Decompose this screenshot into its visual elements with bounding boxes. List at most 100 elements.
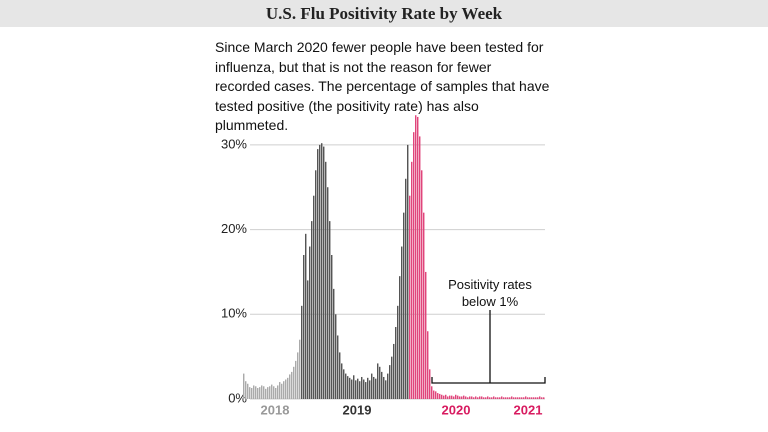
bar: [365, 382, 367, 399]
bar: [535, 397, 537, 399]
bar: [441, 394, 443, 399]
bar: [309, 246, 311, 399]
y-tick-label: 20%: [221, 221, 247, 236]
bar: [249, 387, 251, 399]
bar: [461, 396, 463, 399]
x-tick-label: 2021: [514, 402, 543, 417]
bar: [539, 396, 541, 399]
bar: [429, 369, 431, 399]
bar: [505, 397, 507, 399]
bar: [437, 393, 439, 399]
bar: [491, 397, 493, 399]
bar: [515, 397, 517, 399]
bar: [279, 382, 281, 399]
bar: [353, 375, 355, 399]
bar: [255, 386, 257, 399]
bar: [391, 356, 393, 399]
bar: [443, 395, 445, 399]
bar: [313, 195, 315, 399]
bar: [451, 395, 453, 399]
bar: [289, 374, 291, 399]
bar: [543, 397, 545, 399]
bar: [359, 381, 361, 399]
bar: [383, 376, 385, 399]
bar: [297, 352, 299, 399]
bar: [459, 396, 461, 399]
bar: [265, 388, 267, 399]
bar: [453, 396, 455, 399]
annotation-bracket: [431, 310, 546, 384]
bar: [527, 397, 529, 399]
bar: [525, 396, 527, 399]
bar: [373, 376, 375, 399]
bar: [259, 387, 261, 399]
bar: [533, 397, 535, 399]
x-tick-label: 2020: [442, 402, 471, 417]
chart-title: U.S. Flu Positivity Rate by Week: [265, 4, 503, 23]
bar: [317, 149, 319, 399]
bar: [247, 383, 249, 399]
bar: [301, 305, 303, 399]
bar: [409, 195, 411, 399]
bar: [337, 335, 339, 399]
bar: [321, 143, 323, 399]
bar: [399, 276, 401, 399]
bar: [447, 396, 449, 399]
bar: [351, 379, 353, 399]
bar: [335, 314, 337, 399]
bar: [529, 397, 531, 399]
bar: [345, 373, 347, 399]
bar: [523, 397, 525, 399]
bar: [245, 381, 247, 399]
bar: [291, 371, 293, 399]
bar: [393, 343, 395, 399]
bar: [273, 386, 275, 399]
bar: [267, 387, 269, 399]
bar: [371, 373, 373, 399]
bar: [277, 385, 279, 399]
bar: [339, 352, 341, 399]
bar: [389, 365, 391, 399]
bar: [331, 255, 333, 399]
bar: [407, 144, 409, 399]
bar: [497, 397, 499, 399]
bar: [251, 387, 253, 399]
bar: [493, 396, 495, 399]
bar: [323, 146, 325, 399]
bar: [349, 377, 351, 399]
bar: [303, 255, 305, 399]
y-tick-label: 10%: [221, 306, 247, 321]
bar: [537, 397, 539, 399]
bar: [425, 271, 427, 399]
bar: [455, 394, 457, 399]
bar: [431, 386, 433, 399]
bar: [519, 397, 521, 399]
bar: [517, 397, 519, 399]
bar: [511, 396, 513, 399]
bar: [423, 212, 425, 399]
bar: [355, 380, 357, 399]
bar: [243, 373, 245, 399]
bar: [395, 327, 397, 399]
bar: [489, 397, 491, 399]
bar: [311, 221, 313, 399]
bar: [419, 136, 421, 400]
bar: [485, 397, 487, 399]
chart-subtitle: Since March 2020 fewer people have been …: [215, 39, 550, 133]
bar: [319, 144, 321, 399]
bar: [513, 397, 515, 399]
bar: [483, 397, 485, 399]
bar: [343, 369, 345, 399]
bar: [375, 378, 377, 399]
bar: [307, 280, 309, 399]
bar: [421, 170, 423, 399]
bar: [503, 397, 505, 399]
x-tick-label: 2018: [261, 402, 290, 417]
bar: [329, 221, 331, 399]
bar: [305, 233, 307, 399]
bar: [367, 377, 369, 399]
bar: [469, 396, 471, 399]
bar: [271, 384, 273, 399]
